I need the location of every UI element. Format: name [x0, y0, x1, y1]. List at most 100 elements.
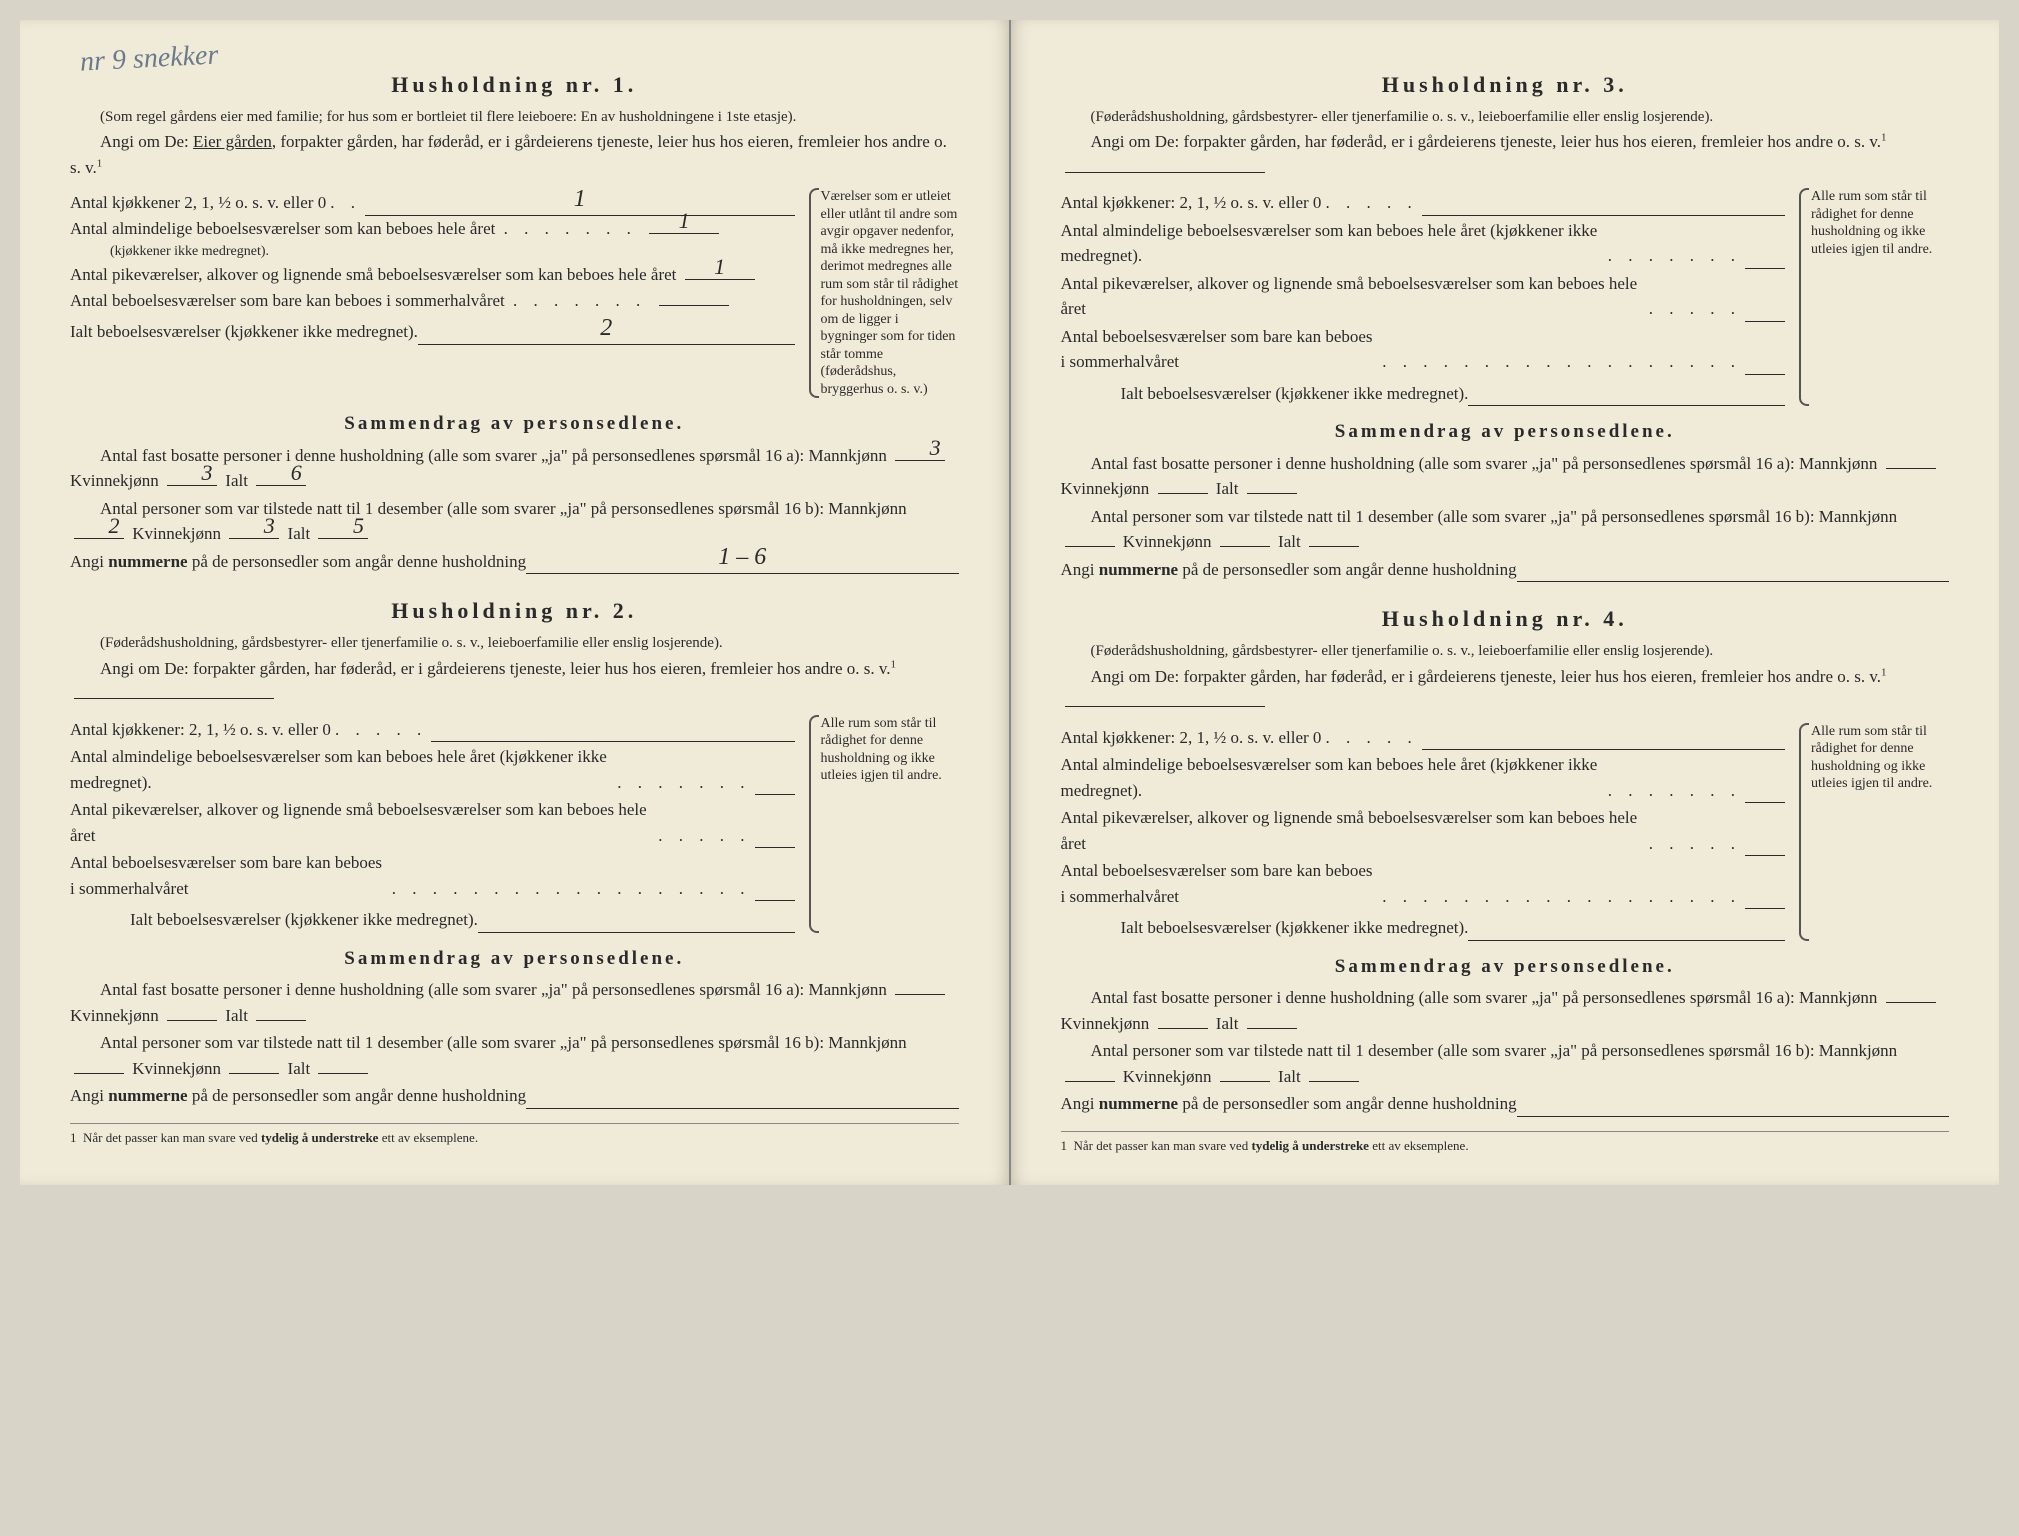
summary-4-title: Sammendrag av personsedlene.: [1061, 953, 1950, 982]
s4b-text: Antal personer som var tilstede natt til…: [1091, 1041, 1898, 1060]
rooms2-label-2: Antal pikeværelser, alkover og lignende …: [70, 797, 654, 848]
hand-s2m: 2: [79, 509, 120, 542]
rooms2-label-3: Antal pikeværelser, alkover og lignende …: [1061, 271, 1645, 322]
rooms2-value-2: [755, 829, 795, 848]
s1a-k-label: Kvinnekjønn: [70, 471, 159, 490]
dots: . . . . . . .: [509, 291, 650, 310]
rooms3-value-4: [1745, 890, 1785, 909]
angi-prefix: Angi om De:: [100, 132, 193, 151]
s4b-t-label: Ialt: [1278, 1067, 1301, 1086]
dots: . . . . .: [1645, 296, 1745, 322]
summary-4b: Antal personer som var tilstede natt til…: [1061, 1038, 1950, 1089]
numbers-row-4: Angi nummerne på de personsedler som ang…: [1061, 1091, 1950, 1117]
rooms2-row: Antal pikeværelser, alkover og lignende …: [70, 262, 795, 288]
total-row-3: Ialt beboelsesværelser (kjøkkener ikke m…: [1061, 381, 1786, 407]
s3b-k-label: Kvinnekjønn: [1123, 532, 1212, 551]
rooms1-sub: (kjøkkener ikke medregnet).: [70, 241, 795, 262]
hand-kitchens: 1: [574, 181, 586, 217]
hand-s2k: 3: [234, 509, 275, 542]
angi-options-2: forpakter gården, har føderåd, er i gård…: [193, 659, 890, 678]
household-2-angi: Angi om De: forpakter gården, har føderå…: [70, 656, 959, 707]
hand-s1m: 3: [900, 431, 941, 464]
side-note-text: Værelser som er utleiet eller utlånt til…: [821, 189, 959, 397]
rooms1-label-3: Antal almindelige beboelsesværelser som …: [1061, 218, 1604, 269]
s1b-t: 5: [318, 522, 368, 539]
s3b-text: Antal personer som var tilstede natt til…: [1091, 507, 1898, 526]
summary-2b: Antal personer som var tilstede natt til…: [70, 1030, 959, 1081]
kitchens-label: Antal kjøkkener 2, 1, ½ o. s. v. eller 0: [70, 190, 326, 216]
household-3-desc: (Føderådshusholdning, gårdsbestyrer- ell…: [1061, 107, 1950, 127]
dots: . .: [326, 190, 365, 216]
hand-s2t: 5: [323, 509, 364, 542]
side-note-text-3: Alle rum som står til rådighet for denne…: [1811, 189, 1932, 257]
page-right: Husholdning nr. 3. (Føderådshusholdning,…: [1011, 20, 2000, 1185]
rooms3-row-4: Antal beboelsesværelser som bare kan beb…: [1061, 858, 1786, 909]
side-note-2: Alle rum som står til rådighet for denne…: [809, 715, 959, 933]
household-1-rooms-block: Antal kjøkkener 2, 1, ½ o. s. v. eller 0…: [70, 188, 959, 398]
footnote-ref: 1: [97, 157, 103, 169]
dots: . . . . . . . . . . . . . . . . . .: [1378, 884, 1745, 910]
summary-1b: Antal personer som var tilstede natt til…: [70, 496, 959, 547]
s2b-t: [318, 1057, 368, 1074]
household-2-title: Husholdning nr. 2.: [70, 594, 959, 627]
kitchens-value: 1: [365, 197, 795, 216]
s4b-k-label: Kvinnekjønn: [1123, 1067, 1212, 1086]
rooms1-label-4: Antal almindelige beboelsesværelser som …: [1061, 752, 1604, 803]
total-label-2: Ialt beboelsesværelser (kjøkkener ikke m…: [130, 907, 478, 933]
rooms3-value-3: [1745, 356, 1785, 375]
dots: . . . . . . .: [1604, 778, 1745, 804]
s3a-t-label: Ialt: [1216, 479, 1239, 498]
rooms-main: Antal kjøkkener 2, 1, ½ o. s. v. eller 0…: [70, 188, 795, 398]
s4a-t: [1247, 1012, 1297, 1029]
total-value: 2: [418, 326, 795, 345]
brace-icon: [809, 188, 819, 398]
s3a-m: [1886, 452, 1936, 469]
s2a-m: [895, 978, 945, 995]
rooms3-row-3: Antal beboelsesværelser som bare kan beb…: [1061, 324, 1786, 375]
s3a-text: Antal fast bosatte personer i denne hush…: [1091, 454, 1878, 473]
dots: . . . . . . . . . . . . . . . . . .: [388, 876, 755, 902]
total-row-4: Ialt beboelsesværelser (kjøkkener ikke m…: [1061, 915, 1786, 941]
kitchens-row-3: Antal kjøkkener: 2, 1, ½ o. s. v. eller …: [1061, 190, 1786, 216]
rooms2-value-4: [1745, 837, 1785, 856]
summary-2-title: Sammendrag av personsedlene.: [70, 945, 959, 974]
rooms3-label-4: Antal beboelsesværelser som bare kan beb…: [1061, 858, 1379, 909]
dots: . . . . .: [1645, 831, 1745, 857]
hand-total: 2: [600, 310, 612, 346]
s3a-k: [1158, 477, 1208, 494]
rooms1-row-3: Antal almindelige beboelsesværelser som …: [1061, 218, 1786, 269]
rooms1-row-4: Antal almindelige beboelsesværelser som …: [1061, 752, 1786, 803]
s4b-m: [1065, 1065, 1115, 1082]
side-note-3: Alle rum som står til rådighet for denne…: [1799, 188, 1949, 406]
rooms3-label-2: Antal beboelsesværelser som bare kan beb…: [70, 850, 388, 901]
s1a-t-label: Ialt: [225, 471, 248, 490]
household-4-angi: Angi om De: forpakter gården, har føderå…: [1061, 664, 1950, 715]
hand-s1t: 6: [261, 456, 302, 489]
rooms3-label: Antal beboelsesværelser som bare kan beb…: [70, 291, 505, 310]
numbers-value-3: [1517, 564, 1949, 583]
s2b-text: Antal personer som var tilstede natt til…: [100, 1033, 907, 1052]
s3b-t: [1309, 530, 1359, 547]
footnote-ref-3: 1: [1881, 132, 1887, 144]
numbers-row-3: Angi nummerne på de personsedler som ang…: [1061, 557, 1950, 583]
numbers-label-4: Angi nummerne på de personsedler som ang…: [1061, 1091, 1517, 1117]
document-spread: nr 9 snekker Husholdning nr. 1. (Som reg…: [20, 20, 1999, 1185]
s4a-text: Antal fast bosatte personer i denne hush…: [1091, 988, 1878, 1007]
side-note-text-2: Alle rum som står til rådighet for denne…: [821, 716, 942, 784]
total-label-4: Ialt beboelsesværelser (kjøkkener ikke m…: [1121, 915, 1469, 941]
household-1-angi: Angi om De: Eier gården, forpakter gårde…: [70, 129, 959, 180]
rooms1-row-2: Antal almindelige beboelsesværelser som …: [70, 744, 795, 795]
kitchens-value-2: [431, 723, 794, 742]
brace-icon: [1799, 188, 1809, 406]
rooms3-row: Antal beboelsesværelser som bare kan beb…: [70, 288, 795, 314]
rooms-main-4: Antal kjøkkener: 2, 1, ½ o. s. v. eller …: [1061, 723, 1786, 941]
side-note-4: Alle rum som står til rådighet for denne…: [1799, 723, 1949, 941]
s1a-k: 3: [167, 469, 217, 486]
dots: . . . . . . . . . . . . . . . . . .: [1378, 349, 1745, 375]
angi-fill-4: [1065, 690, 1265, 707]
kitchens-label-2: Antal kjøkkener: 2, 1, ½ o. s. v. eller …: [70, 717, 331, 743]
summary-4a: Antal fast bosatte personer i denne hush…: [1061, 985, 1950, 1036]
rooms-main-3: Antal kjøkkener: 2, 1, ½ o. s. v. eller …: [1061, 188, 1786, 406]
numbers-value: 1 – 6: [526, 556, 958, 575]
numbers-label-2: Angi nummerne på de personsedler som ang…: [70, 1083, 526, 1109]
